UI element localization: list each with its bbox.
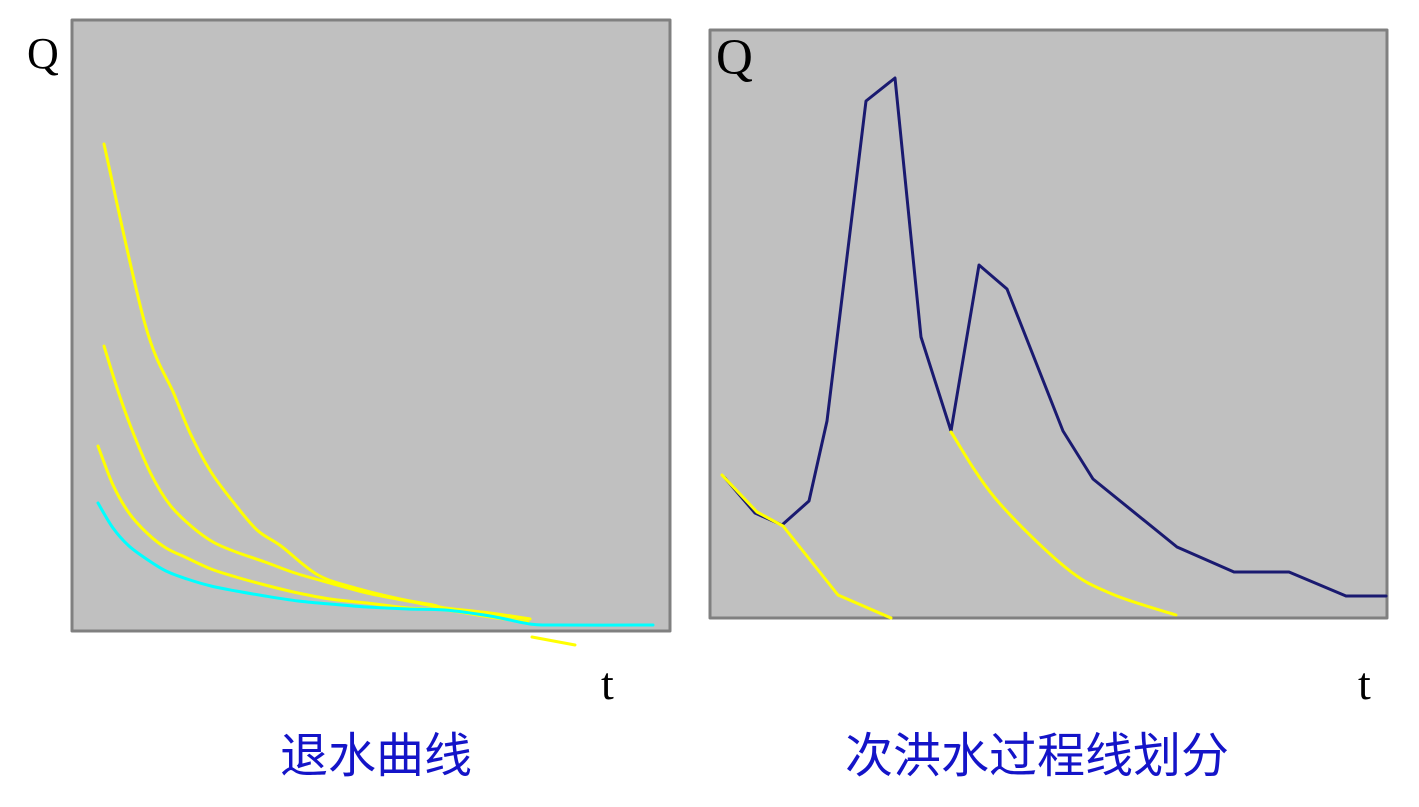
svg-text:次洪水过程线划分: 次洪水过程线划分 <box>845 730 1229 783</box>
svg-text:t: t <box>601 658 614 709</box>
svg-text:Q: Q <box>716 30 753 86</box>
svg-text:Q: Q <box>27 29 59 78</box>
svg-text:退水曲线: 退水曲线 <box>280 730 472 783</box>
svg-text:t: t <box>1358 658 1371 709</box>
